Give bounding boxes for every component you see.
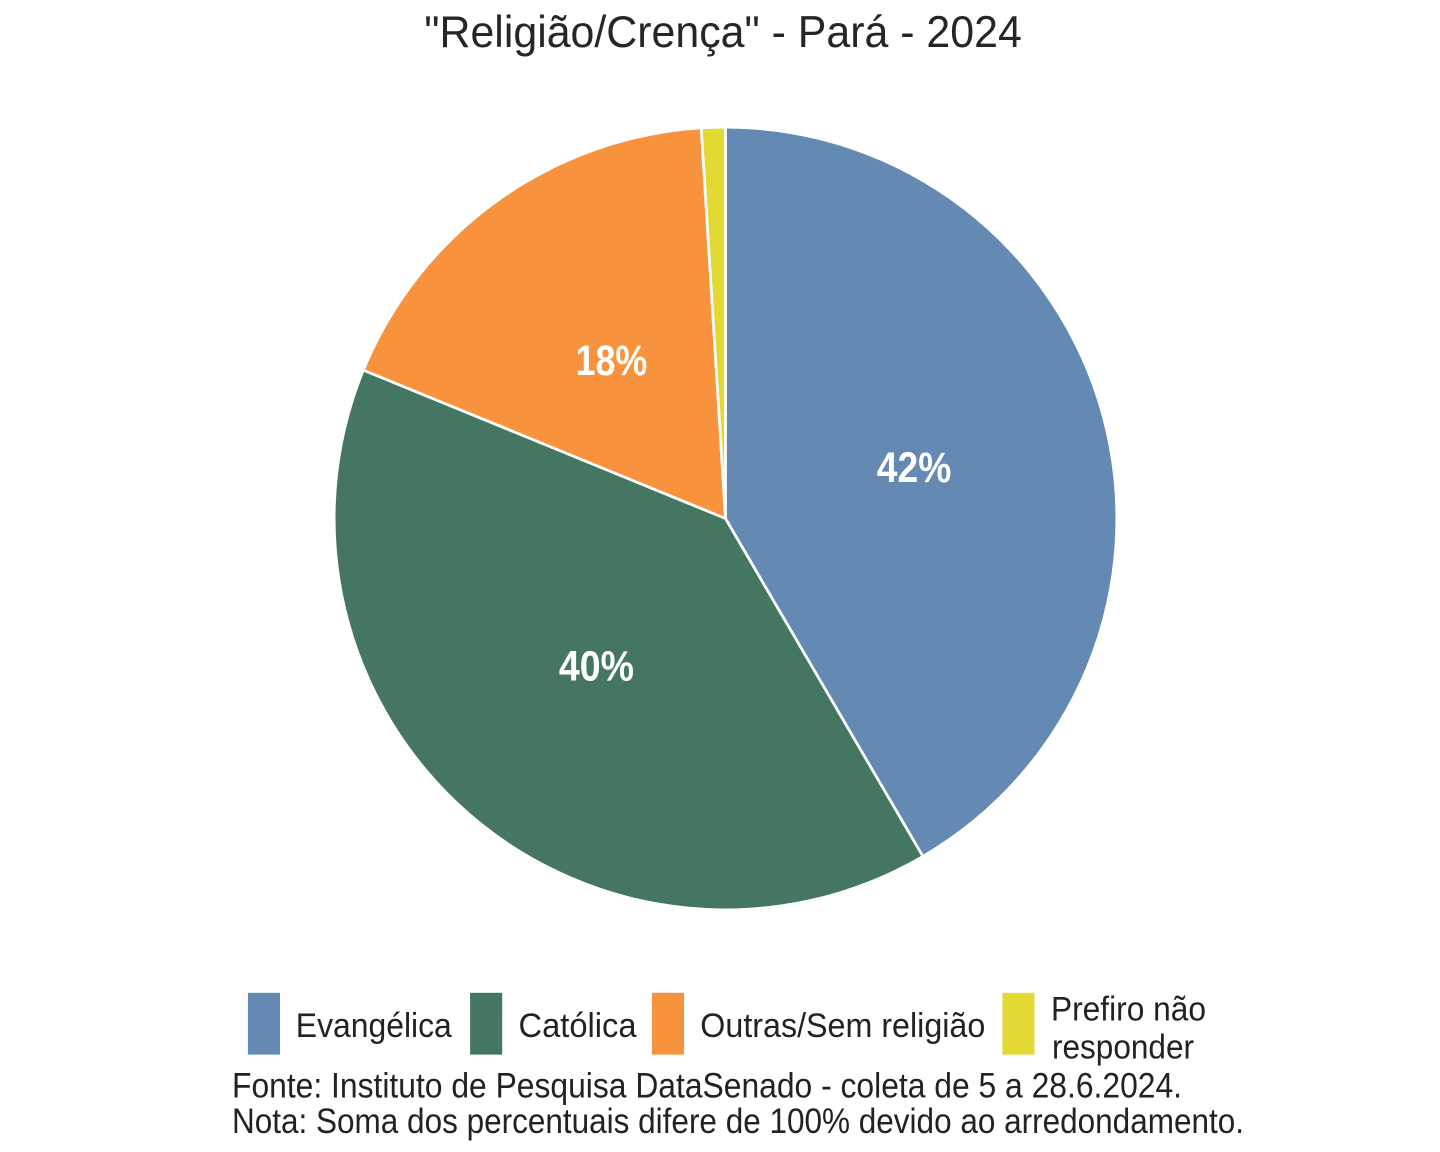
svg-text:Católica: Católica <box>519 1007 638 1045</box>
svg-text:40%: 40% <box>559 643 634 690</box>
svg-text:responder: responder <box>1052 1028 1194 1066</box>
svg-text:Evangélica: Evangélica <box>296 1007 453 1045</box>
svg-text:42%: 42% <box>877 444 952 491</box>
svg-text:Fonte: Instituto de Pesquisa D: Fonte: Instituto de Pesquisa DataSenado … <box>232 1067 1182 1106</box>
svg-text:18%: 18% <box>576 337 648 384</box>
svg-text:"Religião/Crença" - Pará - 202: "Religião/Crença" - Pará - 2024 <box>424 8 1022 57</box>
svg-text:Nota: Soma dos percentuais dif: Nota: Soma dos percentuais difere de 100… <box>232 1102 1244 1141</box>
svg-text:Outras/Sem religião: Outras/Sem religião <box>700 1007 985 1045</box>
svg-text:Prefiro não: Prefiro não <box>1051 990 1206 1028</box>
